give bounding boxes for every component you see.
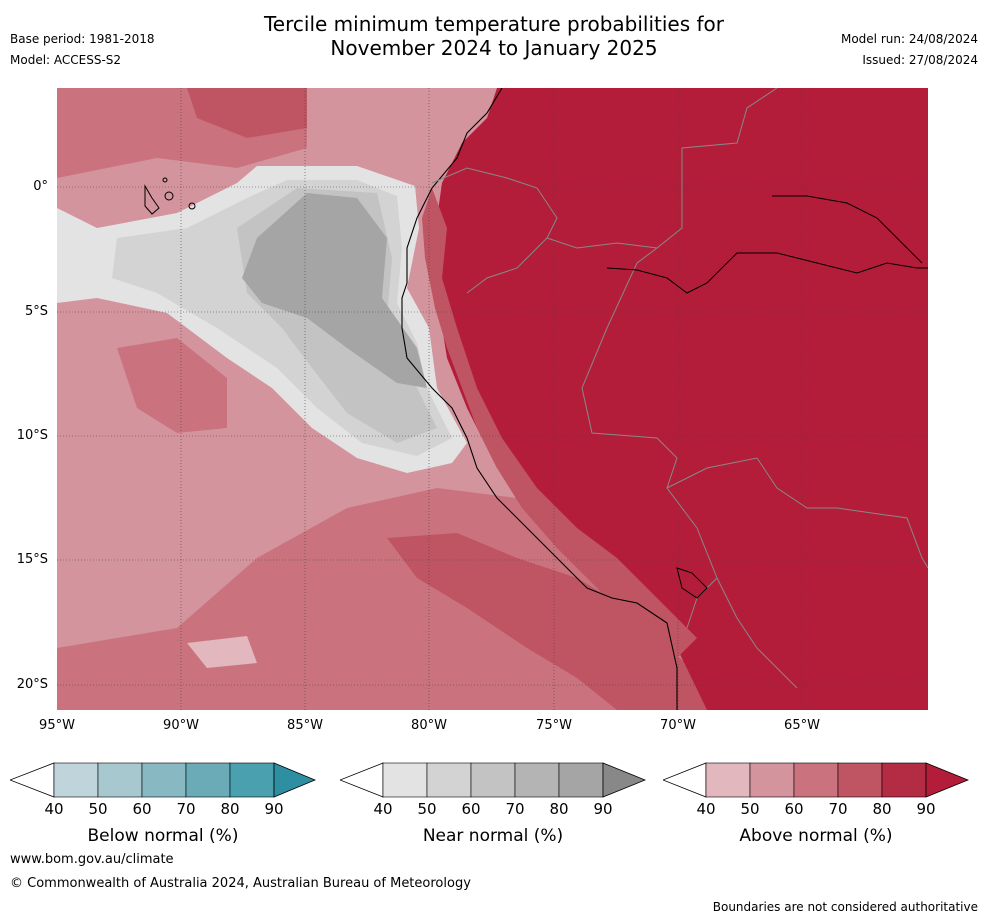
above-normal-title: Above normal (%) xyxy=(739,826,893,846)
swatch-below-end xyxy=(273,762,317,798)
below-normal-title: Below normal (%) xyxy=(87,826,239,846)
above-tick-60: 60 xyxy=(784,800,804,818)
chart-title: Tercile minimum temperature probabilitie… xyxy=(0,12,988,60)
colorbar-above-normal: 40 50 60 70 80 90 Above normal (%) xyxy=(661,762,970,862)
lon-label-70w: 70°W xyxy=(660,718,696,733)
above-tick-80: 80 xyxy=(872,800,892,818)
lat-label-10s: 10°S xyxy=(16,428,48,443)
coast-gradient-80 xyxy=(422,188,697,658)
base-period: Base period: 1981-2018 xyxy=(10,32,155,46)
near-tick-40: 40 xyxy=(373,800,393,818)
meta-left: Base period: 1981-2018 Model: ACCESS-S2 xyxy=(10,32,155,74)
swatch-above-2 xyxy=(793,762,839,798)
swatch-above-3 xyxy=(837,762,883,798)
ocean-band-70-south xyxy=(387,533,737,710)
lon-label-90w: 90°W xyxy=(163,718,199,733)
below-tick-90: 90 xyxy=(264,800,284,818)
footer-url: www.bom.gov.au/climate xyxy=(10,852,174,867)
meta-right: Model run: 24/08/2024 Issued: 27/08/2024 xyxy=(841,32,978,74)
near-tick-50: 50 xyxy=(417,800,437,818)
below-tick-60: 60 xyxy=(132,800,152,818)
below-tick-70: 70 xyxy=(176,800,196,818)
swatch-above-4 xyxy=(881,762,927,798)
swatch-near-0 xyxy=(382,762,428,798)
lon-label-65w: 65°W xyxy=(784,718,820,733)
colorbar-near-swatches xyxy=(338,762,647,798)
title-line-2: November 2024 to January 2025 xyxy=(330,36,658,60)
lat-label-20s: 20°S xyxy=(16,677,48,692)
footer-copyright: © Commonwealth of Australia 2024, Austra… xyxy=(10,876,471,891)
lon-label-95w: 95°W xyxy=(39,718,75,733)
swatch-near-end xyxy=(602,762,647,798)
near-tick-70: 70 xyxy=(505,800,525,818)
land-region xyxy=(307,88,928,710)
model-name: Model: ACCESS-S2 xyxy=(10,53,122,67)
above-tick-50: 50 xyxy=(740,800,760,818)
ocean-patch-light xyxy=(187,636,257,668)
below-tick-40: 40 xyxy=(44,800,64,818)
swatch-near-2 xyxy=(470,762,516,798)
lat-label-15s: 15°S xyxy=(16,552,48,567)
below-tick-50: 50 xyxy=(88,800,108,818)
lon-label-85w: 85°W xyxy=(287,718,323,733)
above-tick-70: 70 xyxy=(828,800,848,818)
probability-map xyxy=(57,88,928,710)
coastline xyxy=(401,88,678,710)
lat-label-5s: 5°S xyxy=(24,304,48,319)
swatch-near-3 xyxy=(514,762,560,798)
swatch-below-1 xyxy=(97,762,143,798)
amazon-river xyxy=(606,252,928,294)
colorbar-above-swatches xyxy=(661,762,970,798)
colorbar-near-normal: 40 50 60 70 80 90 Near normal (%) xyxy=(338,762,647,862)
swatch-above-end xyxy=(925,762,970,798)
colorbar-below-normal: 40 50 60 70 80 90 Below normal (%) xyxy=(8,762,317,862)
galapagos-islands xyxy=(144,177,196,215)
swatch-above-1 xyxy=(749,762,795,798)
near-normal-title: Near normal (%) xyxy=(422,826,564,846)
lon-label-80w: 80°W xyxy=(411,718,447,733)
swatch-near-4 xyxy=(558,762,604,798)
below-tick-80: 80 xyxy=(220,800,240,818)
river-north xyxy=(772,195,923,264)
lake-titicaca xyxy=(676,567,708,599)
above-tick-40: 40 xyxy=(696,800,716,818)
lat-label-0: 0° xyxy=(33,179,48,194)
issued-date: Issued: 27/08/2024 xyxy=(862,53,978,67)
swatch-above-0 xyxy=(705,762,751,798)
swatch-below-3 xyxy=(185,762,231,798)
swatch-below-4 xyxy=(229,762,275,798)
near-tick-80: 80 xyxy=(549,800,569,818)
near-tick-90: 90 xyxy=(593,800,613,818)
swatch-near-1 xyxy=(426,762,472,798)
lon-label-75w: 75°W xyxy=(536,718,572,733)
ocean-north-band-dark xyxy=(187,88,307,138)
above-tick-90: 90 xyxy=(916,800,936,818)
model-run: Model run: 24/08/2024 xyxy=(840,32,978,46)
ocean-patch-60-west xyxy=(117,338,227,433)
near-normal-70 xyxy=(242,193,427,388)
footer-note: Boundaries are not considered authoritat… xyxy=(712,900,978,914)
near-tick-60: 60 xyxy=(461,800,481,818)
swatch-below-2 xyxy=(141,762,187,798)
country-borders xyxy=(431,88,928,689)
graticule xyxy=(57,88,928,710)
title-line-1: Tercile minimum temperature probabilitie… xyxy=(263,12,725,36)
swatch-below-0 xyxy=(53,762,99,798)
colorbar-below-swatches xyxy=(8,762,317,798)
